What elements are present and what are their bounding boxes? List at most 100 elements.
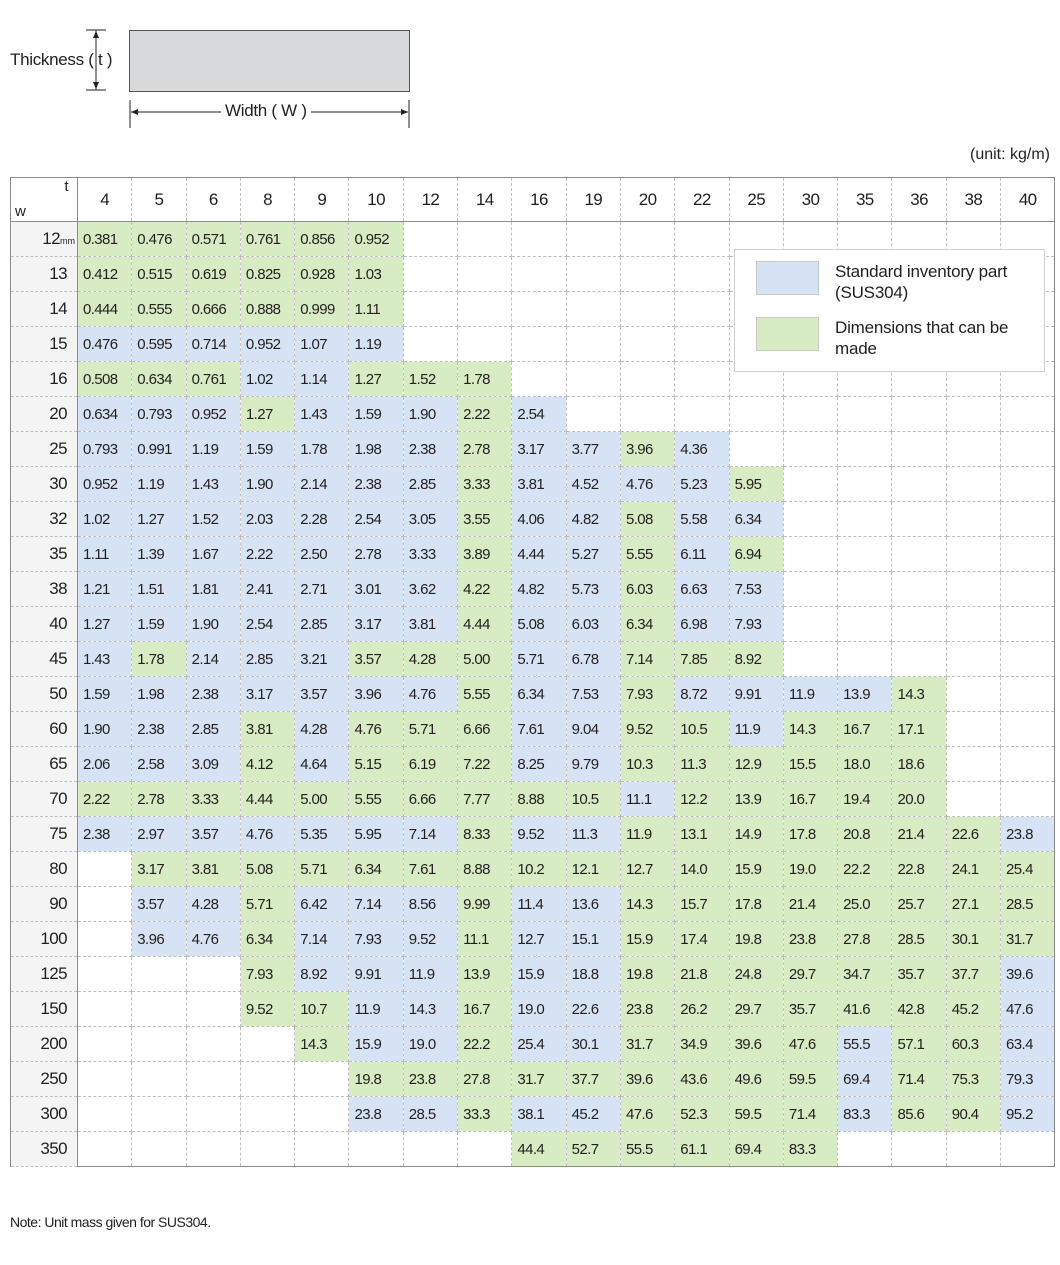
mass-cell: 60.3 — [946, 1026, 1002, 1062]
mass-cell — [620, 361, 676, 397]
mass-cell: 2.22 — [457, 396, 513, 432]
mass-cell: 6.34 — [240, 921, 296, 957]
mass-cell: 27.1 — [946, 886, 1002, 922]
mass-cell: 23.8 — [783, 921, 839, 957]
mass-cell: 1.43 — [294, 396, 350, 432]
width-value: 12 — [42, 229, 60, 248]
mass-cell — [77, 991, 133, 1027]
mass-cell: 0.928 — [294, 256, 350, 292]
mass-cell — [946, 746, 1002, 782]
mass-cell: 1.98 — [348, 431, 404, 467]
table-row: 80 3.17 3.81 5.08 5.71 6.34 7.61 8.88 10.2 12.1 12… — [10, 851, 1056, 887]
width-value: 150 — [40, 999, 67, 1018]
width-row-header: 250 — [10, 1061, 78, 1097]
width-value: 16 — [49, 369, 67, 388]
mass-cell: 29.7 — [783, 956, 839, 992]
mass-cell — [674, 361, 730, 397]
mass-cell: 10.5 — [566, 781, 621, 817]
thickness-header-cell: 38 — [946, 177, 1002, 222]
mass-cell — [457, 256, 513, 292]
mass-cell: 27.8 — [837, 921, 893, 957]
mass-cell: 2.78 — [131, 781, 187, 817]
mass-cell: 1.27 — [348, 361, 404, 397]
mass-cell: 23.8 — [1000, 816, 1056, 852]
mass-cell: 6.98 — [674, 606, 730, 642]
mass-cell: 2.22 — [240, 536, 296, 572]
mass-cell: 11.1 — [620, 781, 676, 817]
corner-cell: t w — [10, 177, 78, 222]
mass-cell — [240, 1061, 296, 1097]
mass-cell: 0.595 — [131, 326, 187, 362]
mass-cell: 13.6 — [566, 886, 621, 922]
mass-cell: 4.76 — [348, 711, 404, 747]
mass-cell: 5.00 — [294, 781, 350, 817]
mass-cell: 3.05 — [403, 501, 459, 537]
mass-cell: 17.8 — [783, 816, 839, 852]
mass-cell: 13.9 — [729, 781, 784, 817]
mass-cell — [1000, 641, 1056, 677]
mass-cell: 3.81 — [403, 606, 459, 642]
mass-cell: 7.14 — [403, 816, 459, 852]
mass-cell: 9.79 — [566, 746, 621, 782]
mass-cell — [566, 361, 621, 397]
mass-cell: 13.9 — [457, 956, 513, 992]
mass-cell: 1.59 — [240, 431, 296, 467]
mass-cell: 6.66 — [403, 781, 459, 817]
table-row: 20 0.634 0.793 0.952 1.27 1.43 1.59 1.90 2.22 2.5… — [10, 396, 1056, 432]
mass-cell — [131, 1061, 187, 1097]
mass-cell: 14.3 — [620, 886, 676, 922]
mass-cell: 10.3 — [620, 746, 676, 782]
mass-cell: 17.4 — [674, 921, 730, 957]
mass-cell: 1.07 — [294, 326, 350, 362]
mass-cell — [946, 606, 1002, 642]
width-value: 60 — [49, 719, 67, 738]
mass-cell — [1000, 746, 1056, 782]
mass-cell: 0.515 — [131, 256, 187, 292]
mass-cell: 15.9 — [729, 851, 784, 887]
mass-cell: 39.6 — [729, 1026, 784, 1062]
mass-cell: 5.71 — [403, 711, 459, 747]
thickness-header-cell: 4 — [77, 177, 133, 222]
mass-cell: 69.4 — [837, 1061, 893, 1097]
mass-cell: 69.4 — [729, 1131, 784, 1167]
mass-cell: 3.96 — [620, 431, 676, 467]
mass-cell: 9.99 — [457, 886, 513, 922]
mass-cell — [946, 781, 1002, 817]
mass-cell: 0.952 — [77, 466, 133, 502]
mass-cell — [186, 1131, 241, 1167]
unit-mass-table: t w 4 5 6 8 9 10 12 14 16 19 20 22 25 30 35 36 38 40 12mm… — [10, 177, 1056, 1167]
mass-cell — [783, 571, 839, 607]
mass-cell: 59.5 — [783, 1061, 839, 1097]
mass-cell — [457, 221, 513, 257]
mass-cell: 3.01 — [348, 571, 404, 607]
mass-cell: 20.0 — [891, 781, 947, 817]
mass-cell — [1000, 711, 1056, 747]
width-row-header: 350 — [10, 1131, 78, 1167]
mass-cell: 5.71 — [240, 886, 296, 922]
thickness-header-cell: 30 — [783, 177, 839, 222]
mass-cell: 7.93 — [348, 921, 404, 957]
mass-cell: 3.33 — [186, 781, 241, 817]
unit-label: (unit: kg/m) — [969, 146, 1050, 163]
mass-cell: 11.1 — [457, 921, 513, 957]
mass-cell: 5.55 — [348, 781, 404, 817]
width-row-header: 80 — [10, 851, 78, 887]
mass-cell: 34.9 — [674, 1026, 730, 1062]
mass-cell: 14.3 — [783, 711, 839, 747]
mass-cell — [511, 221, 567, 257]
mass-cell: 6.34 — [511, 676, 567, 712]
mass-cell: 22.8 — [891, 851, 947, 887]
mass-cell: 6.94 — [729, 536, 784, 572]
mass-cell: 5.95 — [348, 816, 404, 852]
mass-cell — [348, 1131, 404, 1167]
mass-cell — [186, 1096, 241, 1132]
width-value: 32 — [49, 509, 67, 528]
mass-cell: 2.41 — [240, 571, 296, 607]
mass-cell: 5.55 — [457, 676, 513, 712]
mass-cell — [837, 396, 893, 432]
mass-cell: 19.0 — [783, 851, 839, 887]
mass-cell — [403, 1131, 459, 1167]
mass-cell: 30.1 — [946, 921, 1002, 957]
width-row-header: 200 — [10, 1026, 78, 1062]
mass-cell — [77, 851, 133, 887]
